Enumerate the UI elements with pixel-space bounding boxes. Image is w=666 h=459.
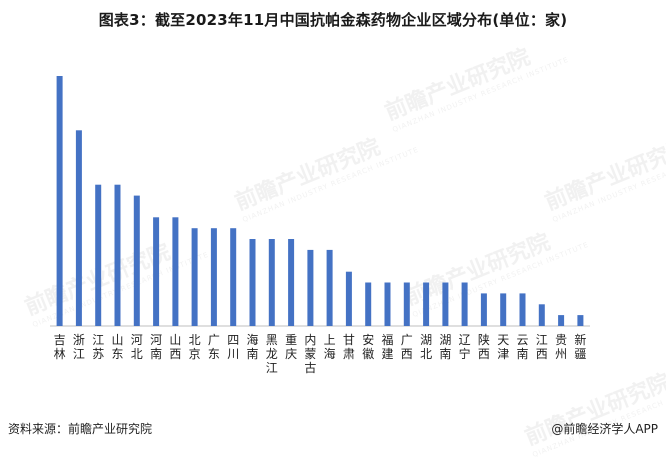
x-tick-label: 西 [478,347,490,361]
bar [538,304,545,326]
x-tick-label: 肃 [343,347,355,361]
bar [56,76,63,326]
bar [288,239,295,326]
bar [133,195,140,326]
x-tick-label: 山 [169,333,181,347]
x-tick-label: 北 [420,347,432,361]
x-tick-label: 吉 [54,333,66,347]
x-tick-label: 天 [497,333,509,347]
x-tick-label: 河 [131,333,143,347]
brand-credit: @前瞻经济学人APP [551,422,658,436]
x-tick-label: 福 [381,332,393,347]
x-tick-label: 宁 [459,346,471,361]
x-tick-label: 北 [189,333,201,347]
bar [326,249,333,326]
x-tick-label: 江 [92,333,104,347]
bar-chart: 吉林浙江江苏山东河北河南山西北京广东四川海南黑龙江重庆内蒙古上海甘肃安徽福建广西… [50,76,590,375]
bar [519,293,526,326]
x-tick-label: 龙 [266,347,278,361]
x-tick-label: 京 [189,347,201,361]
x-tick-label: 徽 [362,346,374,361]
x-tick-label: 津 [497,347,509,361]
x-tick-label: 林 [54,347,66,361]
x-tick-label: 东 [208,347,220,361]
x-tick-label: 河 [150,333,162,347]
x-tick-label: 江 [73,347,85,361]
x-tick-label: 山 [111,333,123,347]
bar [403,282,410,326]
bar [95,184,102,326]
bar [153,217,160,326]
x-tick-label: 陕 [478,332,490,347]
x-tick-label: 湖 [420,332,432,347]
x-tick-label: 广 [208,333,220,347]
x-tick-label: 海 [324,346,336,361]
bar [345,271,352,326]
x-tick-label: 疆 [574,347,586,361]
x-tick-label: 云 [516,333,528,347]
x-tick-label: 黑 [266,333,278,347]
bar [230,228,237,326]
x-tick-label: 庆 [285,347,297,361]
bar [307,249,314,326]
bar [442,282,449,326]
bar [191,228,198,326]
x-tick-label: 四 [227,333,239,347]
x-tick-label: 湖 [439,332,451,347]
x-tick-label: 新 [574,332,586,347]
x-tick-label: 川 [227,347,239,361]
x-tick-label: 州 [555,347,567,361]
x-tick-label: 蒙 [304,347,316,361]
x-tick-label: 内 [304,333,316,347]
source-note: 资料来源：前瞻产业研究院 [8,422,153,436]
bar [75,130,82,326]
x-tick-label: 甘 [343,333,355,347]
x-tick-label: 古 [304,360,316,375]
x-tick-label: 东 [111,347,123,361]
x-tick-label: 浙 [73,333,85,347]
bar [461,282,468,326]
bar [210,228,217,326]
x-tick-label: 西 [401,347,413,361]
x-tick-label: 江 [266,361,278,375]
x-tick-label: 南 [150,346,162,361]
x-tick-label: 辽 [459,333,471,347]
bar [172,217,179,326]
bar [268,239,275,326]
bar [365,282,372,326]
chart-title: 图表3：截至2023年11月中国抗帕金森药物企业区域分布(单位：家) [98,11,568,29]
x-tick-label: 安 [362,332,374,347]
bar [500,293,507,326]
bar [384,282,391,326]
bar [480,293,487,326]
x-tick-label: 贵 [555,333,567,347]
x-tick-label: 南 [516,346,528,361]
x-tick-label: 广 [401,333,413,347]
x-tick-label: 海 [246,332,258,347]
bar [114,184,121,326]
x-tick-label: 西 [169,347,181,361]
bar [558,315,565,326]
x-tick-label: 苏 [92,347,104,361]
x-tick-label: 北 [131,347,143,361]
bar [577,315,584,326]
bar [249,239,256,326]
x-tick-label: 南 [439,346,451,361]
x-tick-label: 江 [536,333,548,347]
bar [423,282,430,326]
x-tick-label: 西 [536,347,548,361]
x-tick-label: 重 [285,333,297,347]
x-tick-label: 南 [246,346,258,361]
x-tick-label: 上 [324,333,336,347]
x-tick-label: 建 [381,347,393,361]
